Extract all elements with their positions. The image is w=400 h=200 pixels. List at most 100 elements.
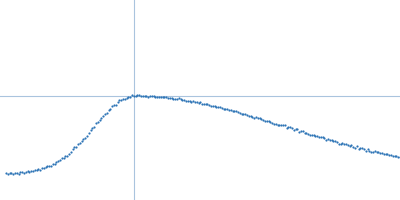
Point: [116, 99, 122, 102]
Point: [123, 96, 130, 99]
Point: [206, 103, 212, 106]
Point: [51, 163, 58, 166]
Point: [37, 168, 43, 171]
Point: [75, 143, 81, 146]
Point: [104, 111, 110, 114]
Point: [46, 164, 52, 167]
Point: [292, 128, 299, 131]
Point: [372, 150, 378, 153]
Point: [17, 171, 24, 174]
Point: [105, 108, 112, 112]
Point: [287, 126, 294, 129]
Point: [284, 126, 290, 129]
Point: [107, 107, 114, 110]
Point: [255, 117, 261, 120]
Point: [307, 133, 313, 136]
Point: [274, 124, 281, 127]
Point: [334, 140, 340, 144]
Point: [134, 94, 140, 97]
Point: [78, 139, 85, 142]
Point: [150, 95, 157, 98]
Point: [82, 136, 88, 139]
Point: [87, 128, 94, 131]
Point: [44, 164, 50, 167]
Point: [253, 116, 259, 119]
Point: [86, 131, 92, 134]
Point: [156, 96, 162, 99]
Point: [71, 146, 78, 149]
Point: [345, 143, 351, 146]
Point: [393, 155, 400, 158]
Point: [346, 144, 353, 148]
Point: [323, 138, 330, 141]
Point: [244, 114, 250, 117]
Point: [330, 139, 337, 142]
Point: [184, 99, 191, 102]
Point: [318, 136, 324, 139]
Point: [262, 119, 268, 123]
Point: [374, 150, 380, 154]
Point: [6, 172, 13, 175]
Point: [231, 110, 238, 113]
Point: [260, 119, 266, 122]
Point: [197, 101, 204, 104]
Point: [377, 152, 384, 155]
Point: [21, 171, 27, 174]
Point: [249, 116, 256, 119]
Point: [190, 100, 196, 103]
Point: [210, 104, 216, 107]
Point: [269, 121, 276, 124]
Point: [69, 148, 76, 151]
Point: [267, 121, 274, 124]
Point: [19, 171, 25, 174]
Point: [174, 97, 180, 101]
Point: [50, 163, 56, 166]
Point: [224, 108, 230, 111]
Point: [60, 157, 67, 160]
Point: [238, 112, 245, 115]
Point: [159, 95, 166, 98]
Point: [100, 115, 106, 118]
Point: [328, 139, 335, 142]
Point: [109, 105, 115, 108]
Point: [266, 120, 272, 123]
Point: [242, 113, 248, 116]
Point: [375, 151, 382, 154]
Point: [112, 103, 119, 106]
Point: [26, 170, 32, 173]
Point: [42, 166, 49, 169]
Point: [332, 139, 338, 142]
Point: [256, 117, 263, 120]
Point: [3, 171, 9, 174]
Point: [76, 141, 83, 145]
Point: [348, 144, 355, 147]
Point: [68, 151, 74, 154]
Point: [237, 112, 243, 115]
Point: [195, 101, 202, 104]
Point: [172, 98, 178, 101]
Point: [325, 137, 331, 141]
Point: [215, 106, 222, 109]
Point: [230, 109, 236, 112]
Point: [33, 168, 40, 172]
Point: [282, 124, 288, 127]
Point: [208, 104, 214, 108]
Point: [168, 97, 175, 100]
Point: [158, 96, 164, 99]
Point: [64, 154, 70, 157]
Point: [271, 122, 277, 125]
Point: [392, 155, 398, 158]
Point: [129, 94, 135, 97]
Point: [194, 100, 200, 103]
Point: [183, 99, 189, 102]
Point: [125, 95, 132, 99]
Point: [199, 102, 205, 105]
Point: [154, 95, 160, 99]
Point: [201, 102, 207, 106]
Point: [338, 142, 344, 145]
Point: [273, 122, 279, 125]
Point: [379, 152, 385, 155]
Point: [35, 168, 42, 171]
Point: [4, 172, 11, 175]
Point: [280, 124, 286, 127]
